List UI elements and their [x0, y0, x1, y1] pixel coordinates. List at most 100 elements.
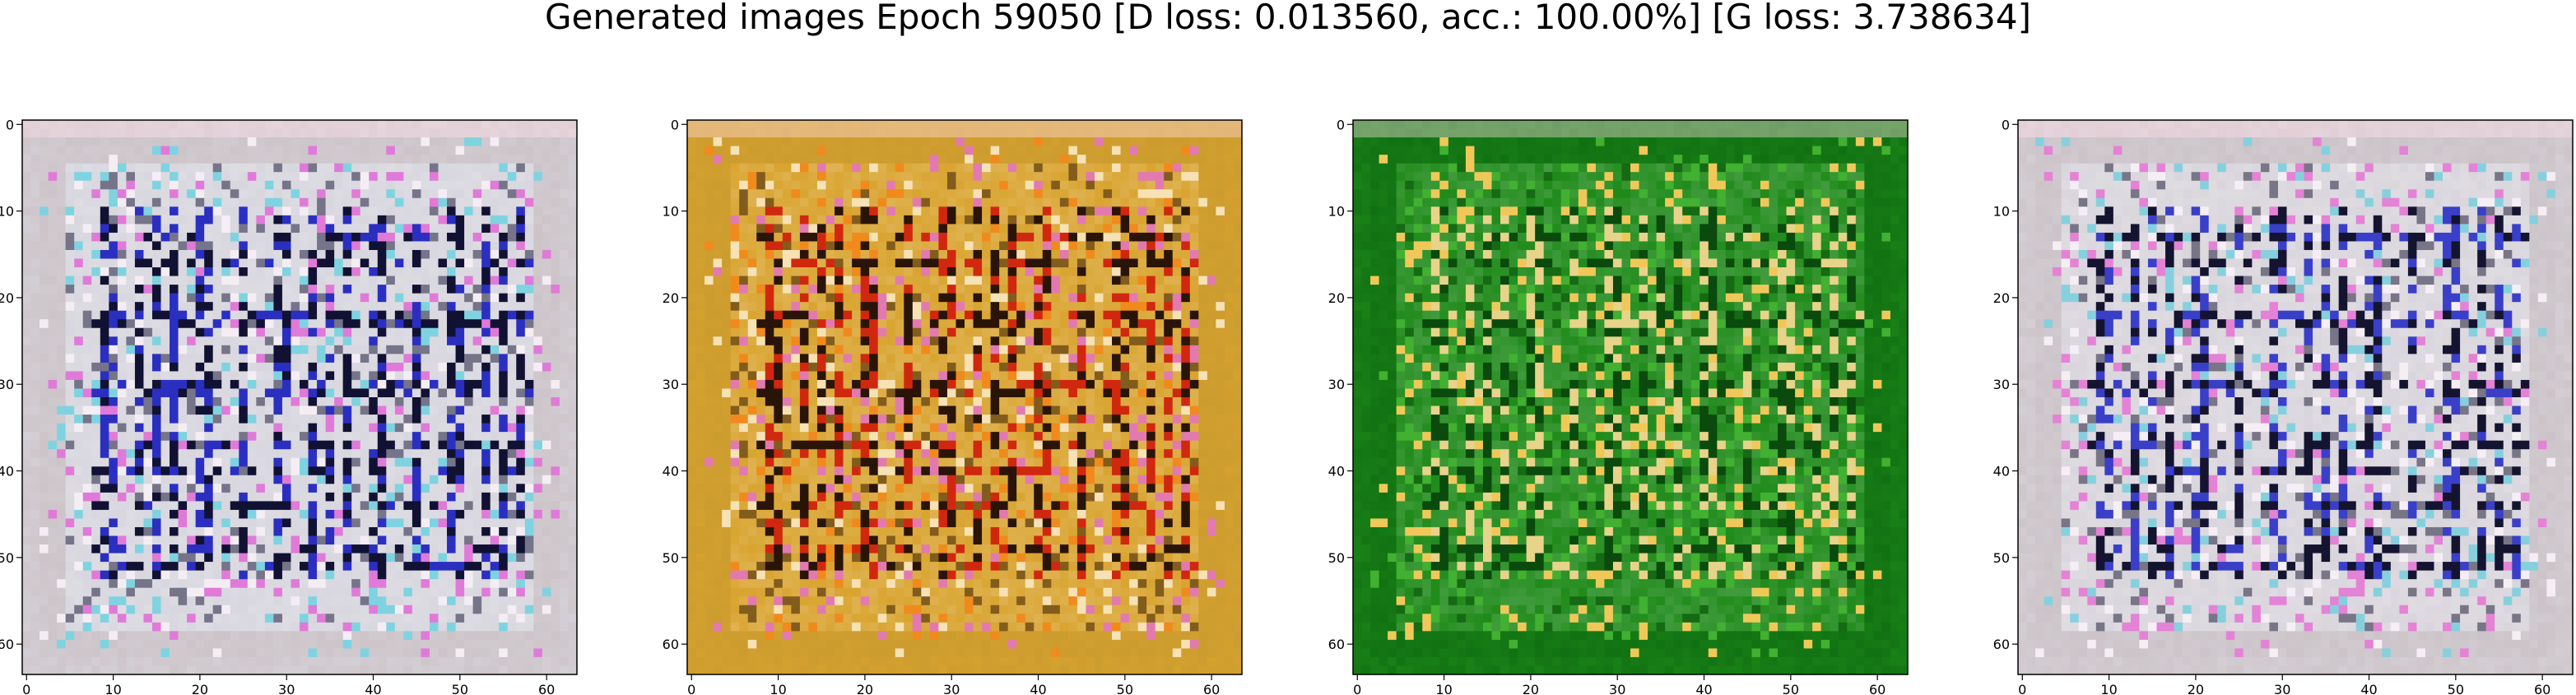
- pixel: [48, 457, 58, 467]
- pixel: [412, 224, 421, 234]
- pixel: [212, 648, 222, 658]
- pixel: [542, 466, 551, 476]
- pixel: [126, 509, 136, 519]
- pixel: [212, 163, 222, 173]
- pixel: [82, 258, 92, 268]
- pixel: [1068, 189, 1078, 199]
- pixel: [1068, 197, 1078, 207]
- pixel: [256, 249, 266, 259]
- pixel: [568, 466, 578, 476]
- pixel: [1068, 206, 1078, 216]
- pixel: [377, 648, 387, 658]
- pixel: [412, 440, 421, 450]
- pixel: [239, 249, 249, 259]
- pixel: [507, 622, 517, 632]
- pixel: [82, 518, 92, 528]
- pixel: [447, 379, 456, 389]
- pixel: [256, 484, 266, 493]
- pixel: [291, 440, 300, 450]
- pixel: [808, 128, 818, 138]
- pixel: [204, 155, 214, 164]
- pixel: [264, 415, 274, 424]
- pixel: [895, 215, 904, 225]
- pixel: [394, 544, 404, 554]
- pixel: [481, 579, 491, 589]
- pixel: [82, 319, 92, 329]
- pixel: [281, 535, 291, 545]
- pixel: [464, 206, 474, 216]
- pixel: [472, 526, 482, 536]
- pixel: [264, 371, 274, 381]
- pixel: [134, 137, 144, 146]
- pixel: [264, 596, 274, 606]
- pixel: [860, 172, 870, 182]
- pixel: [386, 423, 396, 433]
- pixel: [982, 197, 991, 207]
- pixel: [1164, 172, 1174, 182]
- pixel: [212, 518, 222, 528]
- pixel: [48, 544, 58, 554]
- pixel: [472, 440, 482, 450]
- pixel: [291, 232, 300, 242]
- pixel: [239, 180, 249, 190]
- pixel: [999, 155, 1009, 164]
- pixel: [264, 310, 274, 320]
- pixel: [195, 475, 205, 484]
- pixel: [524, 457, 534, 467]
- pixel: [351, 206, 361, 216]
- pixel: [447, 518, 456, 528]
- pixel: [421, 544, 430, 554]
- pixel: [713, 128, 723, 138]
- pixel: [877, 120, 887, 129]
- pixel: [1086, 155, 1095, 164]
- pixel: [351, 379, 361, 389]
- pixel: [507, 258, 517, 268]
- pixel: [568, 544, 578, 554]
- pixel: [221, 336, 231, 346]
- pixel: [143, 587, 153, 597]
- pixel: [730, 180, 740, 190]
- pixel: [946, 128, 956, 138]
- pixel: [65, 258, 75, 268]
- pixel: [1016, 146, 1026, 155]
- pixel: [187, 405, 197, 415]
- pixel: [74, 415, 84, 424]
- pixel: [542, 492, 551, 502]
- pixel: [1189, 189, 1199, 199]
- pixel: [300, 137, 309, 146]
- pixel: [1068, 128, 1078, 138]
- pixel: [455, 258, 465, 268]
- pixel: [774, 197, 783, 207]
- pixel: [412, 206, 421, 216]
- pixel: [747, 128, 757, 138]
- pixel: [109, 614, 119, 623]
- pixel: [325, 475, 335, 484]
- pixel: [325, 562, 335, 572]
- pixel: [100, 285, 109, 294]
- pixel: [722, 120, 732, 129]
- pixel: [170, 535, 179, 545]
- pixel: [472, 241, 482, 251]
- pixel: [151, 155, 161, 164]
- pixel: [472, 362, 482, 372]
- pixel: [264, 345, 274, 354]
- pixel: [264, 579, 274, 589]
- pixel: [143, 475, 153, 484]
- pixel: [230, 475, 239, 484]
- pixel: [74, 535, 84, 545]
- pixel: [57, 405, 67, 415]
- pixel: [82, 484, 92, 493]
- pixel: [438, 336, 448, 346]
- pixel: [825, 180, 835, 190]
- pixel: [429, 146, 439, 155]
- pixel: [739, 232, 749, 242]
- pixel: [1224, 215, 1234, 225]
- pixel: [247, 336, 257, 346]
- pixel: [999, 128, 1009, 138]
- pixel: [808, 197, 818, 207]
- pixel: [447, 241, 456, 251]
- pixel: [1059, 137, 1069, 146]
- pixel: [57, 457, 67, 467]
- pixel: [22, 249, 31, 259]
- pixel: [256, 605, 266, 614]
